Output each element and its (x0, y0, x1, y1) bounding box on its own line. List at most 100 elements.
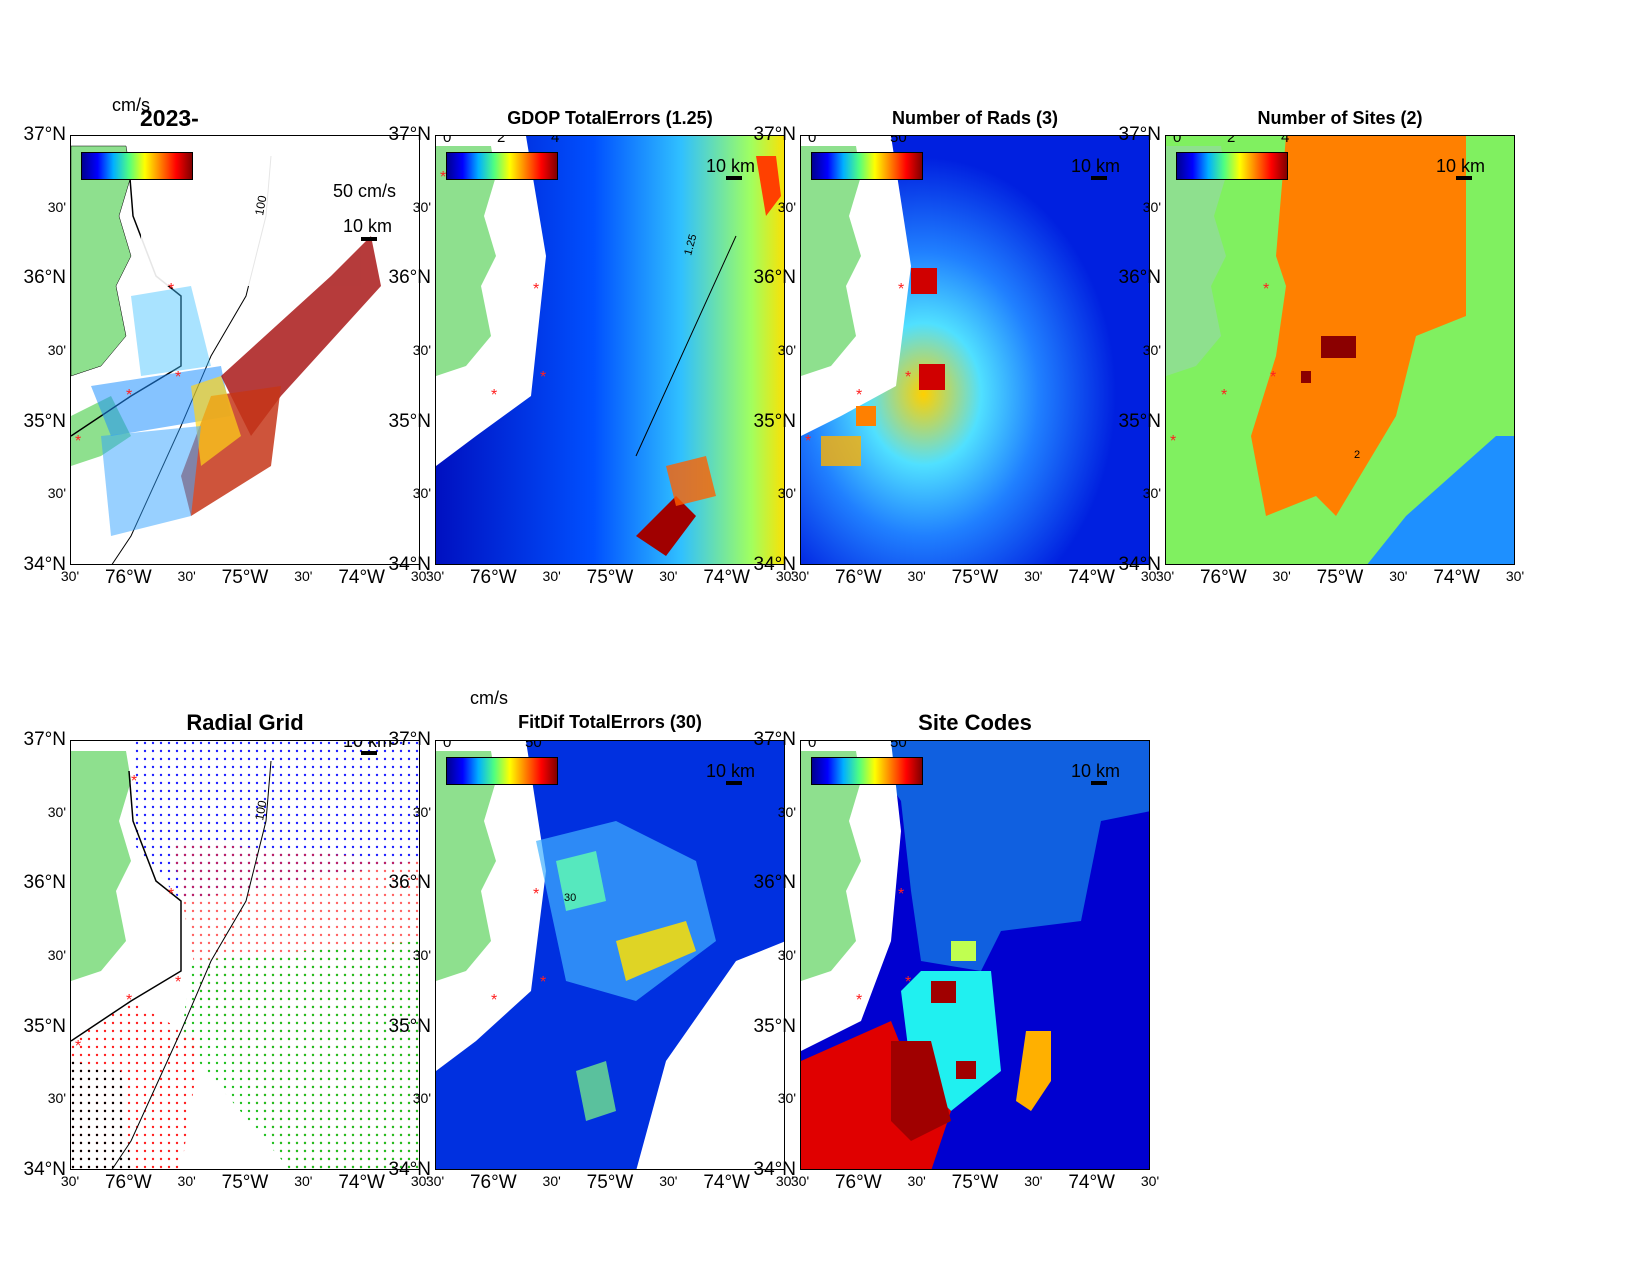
svg-text:*: * (491, 387, 497, 404)
x-tick-label: 74°W (703, 567, 750, 588)
x-tick-label: 30' (542, 568, 561, 584)
y-tick-label: 30' (777, 1090, 796, 1107)
x-tick-label: 30' (659, 1173, 678, 1189)
colorbar-tick: 0 (808, 135, 817, 146)
scale-bar (726, 781, 742, 785)
x-tick-label: 30' (410, 568, 430, 584)
x-tick-label: 75°W (586, 567, 634, 588)
y-tick-label: 34°N (1118, 554, 1161, 575)
y-tick-label: 30' (412, 1090, 431, 1107)
colorbar-tick: 2 (497, 135, 506, 146)
y-tick-label: 30' (412, 803, 431, 820)
svg-text:*: * (898, 886, 904, 903)
x-tick-label: 30' (775, 1173, 795, 1189)
x-tick-label: 75°W (951, 567, 999, 588)
svg-text:*: * (1170, 433, 1176, 450)
svg-text:*: * (856, 992, 862, 1009)
x-tick-label: 30' (1389, 568, 1408, 584)
x-tick-label: 30' (1155, 568, 1175, 584)
x-tick-label: 74°W (703, 1172, 750, 1193)
x-tick-label: 75°W (951, 1172, 999, 1193)
x-tick-label: 30' (659, 568, 678, 584)
svg-text:*: * (540, 369, 546, 386)
contour-label: 2 (1354, 449, 1360, 461)
y-tick-label: 36°N (1118, 267, 1161, 289)
x-tick-label: 30' (425, 1173, 445, 1189)
colorbar: 0 2 4 (1173, 136, 1289, 180)
scale-bar-label: 10 km (343, 216, 393, 236)
y-tick-label: 30' (47, 198, 66, 215)
y-tick-label: 30' (1142, 485, 1161, 502)
scale-bar (1091, 781, 1107, 785)
svg-text:*: * (856, 387, 862, 404)
y-tick-label: 37°N (753, 124, 796, 145)
y-tick-label: 37°N (388, 124, 431, 145)
y-tick-label: 30' (412, 198, 431, 215)
scale-bar-label: 10 km (706, 156, 756, 176)
y-tick-label: 30' (47, 1090, 66, 1107)
x-tick-label: 74°W (1068, 567, 1115, 588)
colorbar: 0 50 (443, 741, 558, 785)
svg-text:*: * (1270, 369, 1276, 386)
y-tick-label: 37°N (753, 729, 796, 750)
y-tick-label: 34°N (388, 554, 431, 575)
colorbar-tick: 0 (808, 740, 817, 751)
x-tick-label: 75°W (586, 1172, 634, 1193)
svg-text:*: * (75, 433, 81, 450)
svg-text:*: * (905, 974, 911, 991)
y-tick-label: 36°N (23, 267, 66, 289)
panel-title: Number of Sites (2) (1257, 108, 1423, 128)
x-tick-label: 30' (410, 1173, 430, 1189)
y-tick-label: 30' (47, 342, 66, 358)
x-tick-label: 76°W (834, 1172, 882, 1193)
y-tick-label: 34°N (23, 554, 66, 575)
x-tick-label: 74°W (338, 567, 385, 588)
map-area: * * * * 2 0 2 4 10 km (1165, 135, 1515, 565)
y-tick-label: 37°N (1118, 124, 1161, 145)
y-tick-label: 30' (412, 342, 431, 358)
y-tick-label: 30' (47, 947, 66, 963)
x-tick-label: 75°W (221, 1172, 269, 1193)
unit-label: cm/s (470, 688, 508, 708)
x-tick-label: 76°W (469, 1172, 517, 1193)
y-tick-label: 30' (412, 947, 431, 963)
x-tick-label: 30' (177, 1173, 196, 1189)
colorbar-tick: 0 (443, 135, 452, 146)
scale-bar-label: 10 km (1436, 156, 1486, 176)
x-tick-label: 75°W (221, 567, 269, 588)
x-tick-label: 30' (1140, 568, 1160, 584)
map-area: * * * * * 100 10 km (70, 740, 420, 1170)
x-tick-label: 30' (1140, 1173, 1160, 1189)
colorbar-tick: 50 (525, 740, 542, 751)
svg-text:*: * (1263, 281, 1269, 298)
colorbar-tick: 0 (1173, 135, 1182, 146)
contour-label: 1.25 (682, 233, 699, 257)
scale-bar-label: 10 km (343, 740, 393, 751)
scale-bar (361, 751, 377, 755)
svg-text:*: * (175, 974, 181, 991)
y-tick-label: 35°N (23, 1015, 66, 1037)
colorbar-tick: 4 (1281, 135, 1290, 146)
x-tick-label: 74°W (338, 1172, 385, 1193)
svg-text:*: * (168, 886, 174, 903)
y-tick-label: 37°N (23, 124, 66, 145)
svg-text:*: * (126, 992, 132, 1009)
colorbar-tick: 50 (890, 740, 907, 751)
y-tick-label: 36°N (753, 872, 796, 894)
map-area: * * * * 1.25 0 2 4 10 km (435, 135, 785, 565)
y-tick-label: 35°N (753, 1015, 796, 1037)
y-tick-label: 30' (777, 198, 796, 215)
contour-label: 100 (252, 799, 269, 821)
y-tick-label: 30' (777, 342, 796, 358)
unit-label: cm/s (112, 95, 150, 115)
colorbar-tick: 0 (443, 740, 452, 751)
x-tick-label: 74°W (1068, 1172, 1115, 1193)
scale-bar (726, 176, 742, 180)
y-tick-label: 36°N (388, 267, 431, 289)
x-tick-label: 76°W (834, 567, 882, 588)
x-tick-label: 30' (790, 1173, 810, 1189)
y-tick-label: 35°N (388, 410, 431, 432)
svg-text:*: * (533, 281, 539, 298)
svg-text:*: * (126, 387, 132, 404)
y-tick-label: 30' (47, 485, 66, 502)
